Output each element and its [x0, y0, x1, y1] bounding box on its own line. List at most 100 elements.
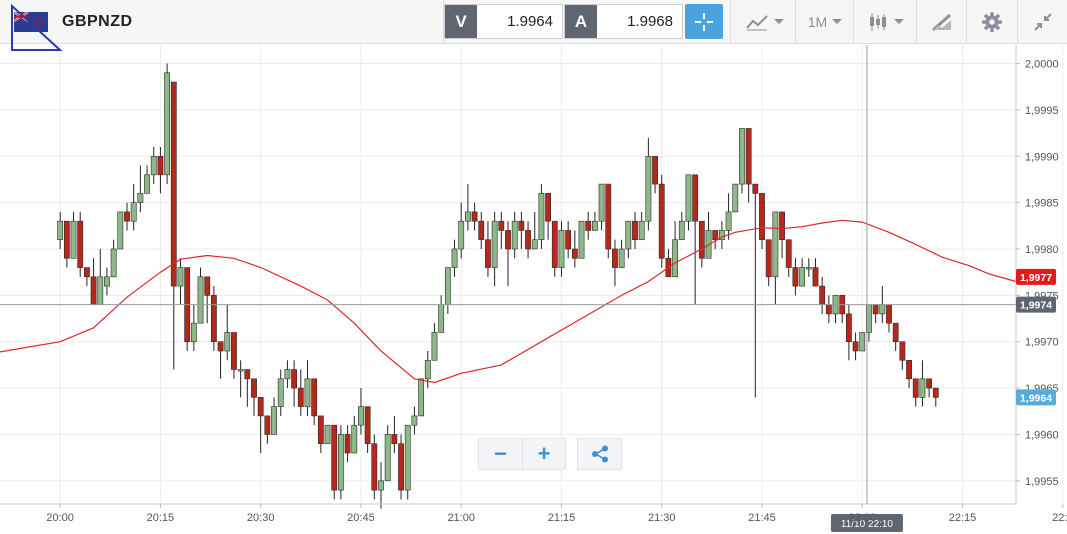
price-label-box — [1016, 268, 1056, 285]
candle-down — [204, 276, 211, 296]
candle-down — [63, 220, 70, 259]
crosshair-icon — [695, 12, 713, 31]
candle-up — [110, 248, 117, 278]
candle-down — [785, 239, 792, 268]
drawing-tools-icon — [932, 13, 951, 31]
candle-up — [104, 276, 110, 287]
candle-down — [485, 239, 491, 268]
candle-down — [698, 220, 705, 259]
candle-up — [411, 415, 418, 426]
candle-down — [812, 267, 819, 287]
y-tick-label: 1,9955 — [1025, 476, 1059, 488]
share-controls — [577, 438, 622, 470]
candle-up — [645, 155, 652, 222]
candle-up — [418, 378, 425, 417]
drawing-tools-button[interactable] — [925, 4, 959, 39]
candle-down — [77, 220, 84, 268]
interval-label: 1M — [807, 13, 828, 30]
candle-up — [144, 174, 150, 194]
divider — [1017, 0, 1018, 44]
candle-up — [378, 480, 384, 491]
candle-up — [444, 267, 451, 305]
chart-type-button[interactable] — [738, 4, 790, 39]
candle-up — [190, 322, 197, 343]
candle-down — [632, 220, 638, 241]
zoom-out-button[interactable]: − — [494, 441, 507, 466]
candle-up — [117, 211, 124, 250]
candle-down — [906, 359, 912, 380]
y-tick-label: 1,9970 — [1025, 337, 1059, 349]
candle-style-button[interactable] — [860, 4, 910, 39]
line-chart-type-icon — [745, 14, 768, 30]
candle-down — [926, 378, 933, 389]
candle-up — [491, 220, 498, 268]
candle-up — [685, 174, 692, 222]
symbol-name[interactable]: GBPNZD — [62, 13, 133, 30]
divider — [966, 0, 967, 44]
candle-down — [899, 341, 906, 361]
candle-up — [578, 220, 585, 259]
candle-down — [244, 369, 251, 380]
candle-down — [565, 230, 572, 250]
candle-up — [672, 239, 679, 278]
ask-quote[interactable]: A 1.9968 — [564, 4, 683, 39]
ask-price: 1.9968 — [627, 13, 673, 30]
candle-down — [317, 415, 324, 445]
candle-down — [825, 304, 832, 315]
price-label: 1,9964 — [1020, 392, 1052, 404]
settings-button[interactable] — [975, 4, 1009, 39]
price-label: 1,9977 — [1020, 272, 1052, 284]
price-labels: 1,9977 1,9974 1,9964 — [1016, 268, 1056, 406]
share-button[interactable] — [578, 439, 621, 469]
interval-button[interactable]: 1M — [800, 4, 850, 39]
candle-down — [331, 424, 338, 491]
candle-up — [337, 434, 344, 491]
candle-up — [404, 424, 411, 491]
candle-up — [424, 359, 431, 380]
candle-down — [478, 220, 485, 241]
candle-up — [97, 276, 104, 305]
candle-down — [525, 230, 531, 250]
candle-down — [585, 220, 592, 231]
candle-down — [90, 276, 97, 305]
candle-up — [271, 406, 277, 435]
bid-quote[interactable]: V 1.9964 — [444, 4, 563, 39]
candle-down — [371, 443, 378, 491]
candle-up — [772, 211, 779, 278]
candle-up — [324, 424, 331, 445]
x-tick-label: 22:3 — [1052, 512, 1067, 524]
price-label-box — [1016, 389, 1056, 406]
candle-up — [284, 369, 291, 380]
y-tick-label: 2,0000 — [1025, 59, 1059, 71]
candle-up — [358, 406, 364, 426]
y-tick-label: 1,9985 — [1025, 198, 1059, 210]
selection-marker-icon — [11, 4, 62, 51]
ask-tag: A — [565, 5, 597, 38]
collapse-icon — [1034, 12, 1052, 31]
candle-down — [752, 183, 759, 194]
candle-down — [83, 267, 90, 278]
candle-up — [618, 248, 625, 268]
y-tick-label: 1,9980 — [1025, 244, 1059, 256]
candle-down — [551, 220, 558, 268]
chevron-down-icon — [773, 19, 784, 24]
crosshair-time-box — [830, 514, 903, 532]
candle-up — [224, 332, 231, 352]
candle-down — [658, 183, 665, 259]
candle-up — [458, 220, 465, 250]
candle-down — [892, 322, 899, 343]
divider — [443, 0, 444, 44]
candle-down — [251, 378, 257, 398]
candle-down — [124, 211, 130, 222]
zoom-controls: − + — [478, 438, 566, 470]
candle-down — [712, 230, 719, 241]
uk-nz-flag-icon[interactable] — [14, 12, 48, 32]
divider — [853, 0, 854, 44]
candle-down — [571, 248, 578, 259]
collapse-button[interactable] — [1026, 4, 1060, 39]
candle-down — [932, 387, 939, 398]
crosshair-button[interactable] — [685, 4, 723, 39]
zoom-in-button[interactable]: + — [522, 439, 565, 469]
candle-down — [819, 285, 826, 305]
